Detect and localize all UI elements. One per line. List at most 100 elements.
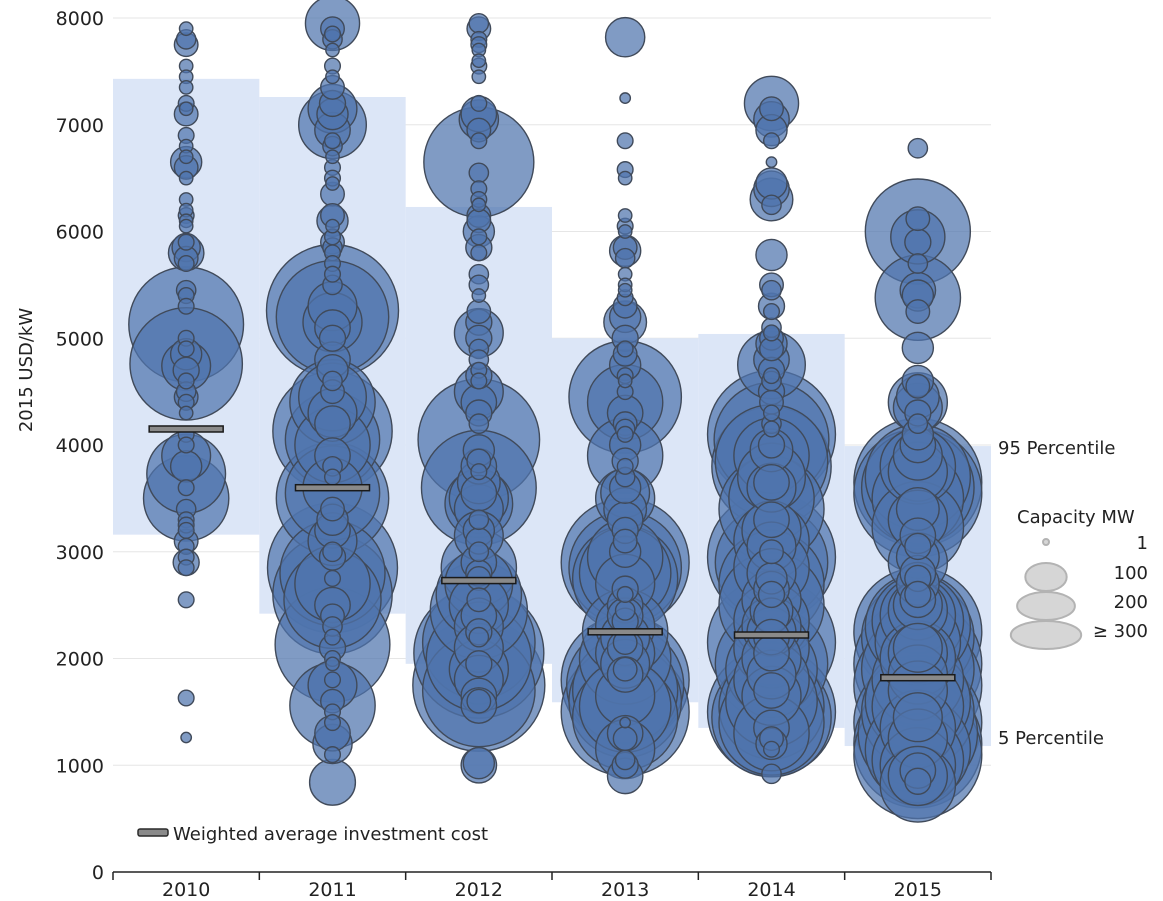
y-tick-label: 3000	[56, 542, 104, 564]
bubble	[468, 626, 490, 648]
bubble-series	[128, 0, 983, 823]
bubble	[616, 585, 634, 603]
bubble	[753, 634, 790, 672]
bubble	[616, 340, 634, 358]
bubble	[614, 600, 636, 621]
p95-label: 95 Percentile	[998, 438, 1115, 459]
bubble	[761, 279, 782, 301]
bubble	[759, 96, 784, 122]
bubble	[617, 224, 633, 239]
bubble	[612, 726, 638, 752]
bubble	[178, 149, 194, 165]
bubble	[177, 689, 195, 707]
x-tick-label: 2015	[894, 879, 942, 901]
bubble	[322, 370, 343, 392]
bubble	[604, 16, 646, 58]
bubble	[178, 79, 194, 95]
bubble	[180, 731, 193, 744]
bubble	[619, 716, 632, 729]
bubble	[466, 587, 492, 613]
bubble	[907, 253, 929, 274]
bubble	[466, 299, 492, 325]
bubble	[762, 324, 781, 342]
bubble	[468, 162, 490, 184]
bubble	[761, 194, 782, 216]
bubble	[901, 331, 935, 365]
bubble	[904, 580, 932, 609]
capacity-legend-bubble	[1042, 538, 1050, 546]
bubble	[617, 373, 633, 389]
bubble	[177, 233, 195, 251]
bubble	[322, 541, 343, 563]
bubble	[614, 247, 636, 269]
bubble	[177, 559, 195, 577]
y-tick-label: 0	[92, 862, 104, 884]
bubble	[759, 539, 784, 565]
weighted-average-line	[294, 483, 371, 492]
capacity-legend-bubble	[1009, 620, 1083, 650]
bubble	[468, 413, 490, 434]
bubble	[178, 218, 194, 234]
bubble	[325, 42, 340, 58]
capacity-legend-label: 200	[1114, 592, 1148, 613]
bubble	[471, 53, 487, 69]
bubble	[468, 541, 490, 563]
axes: 2010 2011 2012 2013 2014 2015 0 1000 2000 3000 400…	[56, 8, 992, 901]
bubble	[892, 622, 943, 673]
bubble	[468, 12, 490, 34]
capacity-legend-bubble	[1016, 591, 1076, 621]
bubble	[169, 450, 203, 483]
bubble	[904, 767, 932, 795]
y-tick-label: 5000	[56, 328, 104, 350]
y-tick-label: 8000	[56, 8, 104, 30]
weighted-average-line	[733, 631, 810, 639]
bubble	[323, 132, 342, 150]
bubble	[907, 137, 929, 159]
bubble	[177, 436, 195, 454]
y-tick-label: 1000	[56, 755, 104, 777]
bubble	[470, 372, 488, 390]
capacity-legend-label: 1	[1137, 533, 1148, 554]
bubble	[470, 244, 488, 262]
bubble	[617, 208, 633, 223]
weighted-average-line	[148, 425, 224, 433]
bubble	[761, 763, 782, 785]
bubble	[762, 367, 781, 385]
bubble	[612, 656, 638, 682]
weighted-average-legend-swatch	[137, 828, 169, 837]
bubble	[325, 149, 340, 165]
bubble	[320, 496, 345, 522]
bubble	[466, 688, 492, 714]
bubble	[892, 692, 943, 743]
bubble	[177, 521, 195, 539]
bubble	[318, 324, 347, 352]
weighted-average-line	[587, 628, 663, 636]
bubble	[755, 167, 788, 200]
bubble	[177, 479, 195, 497]
y-axis-title: 2015 USD/kW	[16, 308, 37, 432]
bubble	[905, 206, 931, 232]
weighted-average-legend-label: Weighted average investment cost	[173, 824, 488, 845]
bubble	[177, 591, 195, 609]
capacity-legend: Capacity MW 1 100 200 ≥ 300	[1009, 507, 1148, 650]
bubble	[462, 746, 496, 780]
bubble	[323, 265, 342, 283]
bubble	[460, 474, 498, 512]
bubble	[905, 299, 931, 325]
y-tick-label: 6000	[56, 222, 104, 244]
bubble	[612, 528, 638, 554]
bubble	[314, 405, 351, 443]
bubble	[325, 176, 340, 191]
bubble	[907, 413, 929, 434]
bubble	[757, 580, 786, 609]
bubble	[616, 132, 634, 150]
bubble	[177, 372, 195, 390]
bubble	[178, 170, 194, 186]
bubble	[323, 671, 342, 689]
bubble	[178, 405, 194, 421]
bubble	[616, 425, 634, 443]
y-tick-label: 7000	[56, 115, 104, 137]
bubble	[470, 94, 488, 112]
bubble	[470, 132, 488, 150]
bubble	[178, 21, 194, 37]
